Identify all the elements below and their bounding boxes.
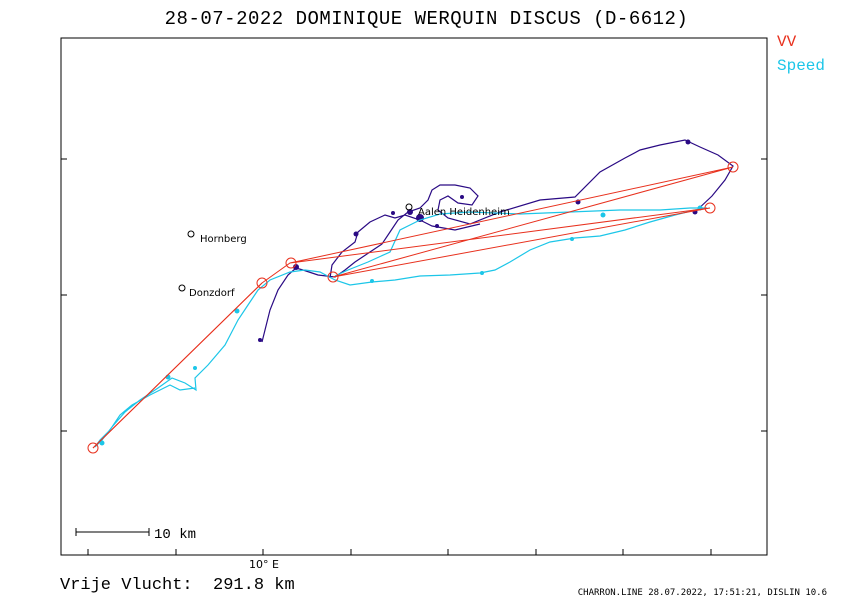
flight-track-line (261, 139, 734, 343)
turnpoint-marker (327, 271, 339, 283)
place-hornberg: Hornberg (187, 230, 247, 245)
axis-ticks (61, 158, 767, 555)
place-label: Donzdorf (189, 288, 235, 299)
scale-bar-label: 10 km (154, 527, 196, 543)
footer-credit: CHARRON.LINE 28.07.2022, 17:51:21, DISLI… (577, 588, 827, 598)
speed-track-climbs (99, 205, 703, 446)
map-frame (60, 37, 768, 556)
place-label: Hornberg (200, 234, 247, 245)
vv-route-line (92, 166, 734, 449)
vv-turnpoints (87, 161, 739, 454)
map-title: 28-07-2022 DOMINIQUE WERQUIN DISCUS (D-6… (164, 8, 689, 30)
turnpoint-marker (727, 161, 739, 173)
scale-bar: 10 km (75, 527, 196, 543)
summary-label: Vrije Vlucht: (60, 576, 193, 595)
vv-route-leg (92, 282, 263, 449)
turnpoint-marker (87, 442, 99, 454)
speed-track-line (94, 207, 708, 448)
free-flight-distance: Vrije Vlucht: 291.8 km (60, 576, 295, 595)
legend-speed: Speed (777, 57, 826, 75)
turnpoint-marker (285, 257, 297, 269)
place-aalen-heidenheim: Aalen Heidenheim (405, 203, 510, 218)
legend-vv: VV (777, 33, 797, 51)
turnpoint-marker (256, 277, 268, 289)
place-label: Aalen Heidenheim (418, 207, 510, 218)
place-donzdorf: Donzdorf (178, 284, 235, 299)
flight-track-climbs (258, 139, 698, 342)
summary-value: 291.8 km (213, 576, 295, 595)
turnpoint-marker (704, 202, 716, 214)
x-axis-label: 10° E (249, 558, 279, 571)
